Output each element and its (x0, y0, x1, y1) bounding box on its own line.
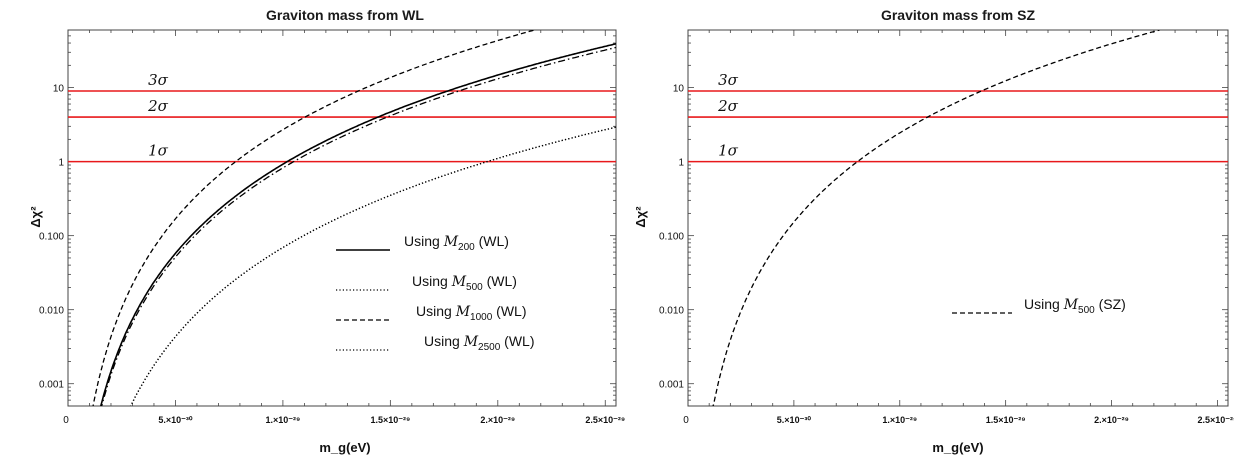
x-tick-label: 2.×10⁻²⁹ (480, 415, 515, 425)
legend-subscript: 1000 (470, 312, 493, 323)
sigma-label-bg (144, 95, 170, 116)
x-axis-label: m_g(eV) (932, 440, 983, 455)
legend-suffix: (WL) (500, 333, 534, 349)
y-tick-label: 0.100 (659, 232, 684, 243)
legend-symbol: M (463, 334, 479, 350)
legend-symbol: M (455, 304, 471, 320)
legend-label-1: Using M200 (WL) (404, 233, 509, 253)
series-curve-4 (129, 126, 616, 406)
y-tick-label: 0.010 (659, 306, 684, 317)
legend: Using M200 (WL)Using M500 (WL)Using M100… (336, 233, 535, 353)
legend-label-1: Using M500 (SZ) (1024, 296, 1126, 316)
chart-panel-1: Graviton mass from WL0.0010.0100.1001100… (28, 7, 625, 455)
legend-symbol: M (443, 234, 459, 250)
sigma-label-1: 1σ (718, 142, 739, 160)
sigma-label-3: 3σ (718, 71, 739, 89)
x-tick-label: 2.×10⁻²⁹ (1094, 415, 1129, 425)
y-axis-label: Δχ² (28, 206, 43, 228)
sigma-label-1: 1σ (148, 142, 169, 160)
y-tick-label: 0.001 (659, 380, 684, 391)
y-axis-ticks (688, 29, 1228, 407)
sigma-label-bg (714, 68, 740, 89)
x-tick-label: 0 (63, 415, 69, 426)
legend-suffix: (WL) (475, 233, 509, 249)
y-axis-label: Δχ² (633, 206, 648, 228)
curves (712, 30, 1160, 406)
x-tick-label: 1.5×10⁻²⁹ (986, 415, 1026, 425)
legend-subscript: 500 (1078, 305, 1095, 316)
sigma-label-bg (714, 95, 740, 116)
legend-label-2: Using M500 (WL) (412, 273, 517, 293)
plot-frame (687, 29, 1229, 407)
y-tick-label: 1 (58, 158, 64, 169)
legend-subscript: 500 (466, 282, 483, 293)
x-tick-label: 5.×10⁻³⁰ (158, 415, 193, 425)
x-axis-ticks (687, 30, 1218, 406)
legend-text: Using (412, 273, 452, 289)
sigma-label-bg (714, 139, 740, 160)
legend-suffix: (WL) (492, 303, 526, 319)
series-curve-3 (92, 30, 535, 406)
x-axis-ticks (67, 30, 606, 406)
legend: Using M500 (SZ) (952, 296, 1126, 316)
plot-frame (67, 29, 617, 407)
chart-panel-2: Graviton mass from SZ 0.001 0.010 0.100 1 10 0… (633, 7, 1234, 455)
x-tick-label: 1.5×10⁻²⁹ (370, 415, 410, 425)
x-tick-label: 5.×10⁻³⁰ (777, 415, 812, 425)
y-tick-label: 10 (673, 84, 685, 95)
x-tick-label: 1.×10⁻²⁹ (882, 415, 917, 425)
y-tick-label: 1 (678, 158, 684, 169)
legend-symbol: M (451, 274, 467, 290)
legend-label-4: Using M2500 (WL) (424, 333, 535, 353)
x-tick-label: 2.5×10⁻²⁹ (585, 415, 625, 425)
legend-text: Using (416, 303, 456, 319)
legend-suffix: (WL) (483, 273, 517, 289)
sigma-label-bg (144, 139, 170, 160)
x-tick-label: 2.5×10⁻²⁹ (1198, 415, 1234, 425)
legend-symbol: M (1063, 297, 1079, 313)
x-tick-label: 0 (683, 415, 689, 426)
chart-title: Graviton mass from WL (266, 7, 424, 23)
series-curve-1 (712, 30, 1160, 406)
legend-subscript: 200 (458, 242, 475, 253)
legend-text: Using (1024, 296, 1064, 312)
y-tick-label: 0.010 (39, 306, 64, 317)
y-axis-ticks (68, 29, 616, 407)
legend-text: Using (404, 233, 444, 249)
legend-text: Using (424, 333, 464, 349)
y-tick-label: 10 (53, 84, 65, 95)
x-tick-label: 1.×10⁻²⁹ (266, 415, 301, 425)
legend-suffix: (SZ) (1095, 296, 1126, 312)
legend-subscript: 2500 (478, 342, 501, 353)
y-tick-label: 0.100 (39, 232, 64, 243)
legend-label-3: Using M1000 (WL) (416, 303, 527, 323)
y-tick-label: 0.001 (39, 380, 64, 391)
series-curve-2 (129, 126, 616, 406)
series-curve-1 (99, 43, 616, 406)
unlabeled-curve-1 (100, 46, 616, 406)
sigma-label-2: 2σ (147, 97, 169, 115)
sigma-label-bg (144, 68, 170, 89)
sigma-label-2: 2σ (717, 97, 739, 115)
chart-title: Graviton mass from SZ (881, 7, 1035, 23)
sigma-label-3: 3σ (148, 71, 169, 89)
x-axis-label: m_g(eV) (319, 440, 370, 455)
curves (92, 30, 616, 406)
